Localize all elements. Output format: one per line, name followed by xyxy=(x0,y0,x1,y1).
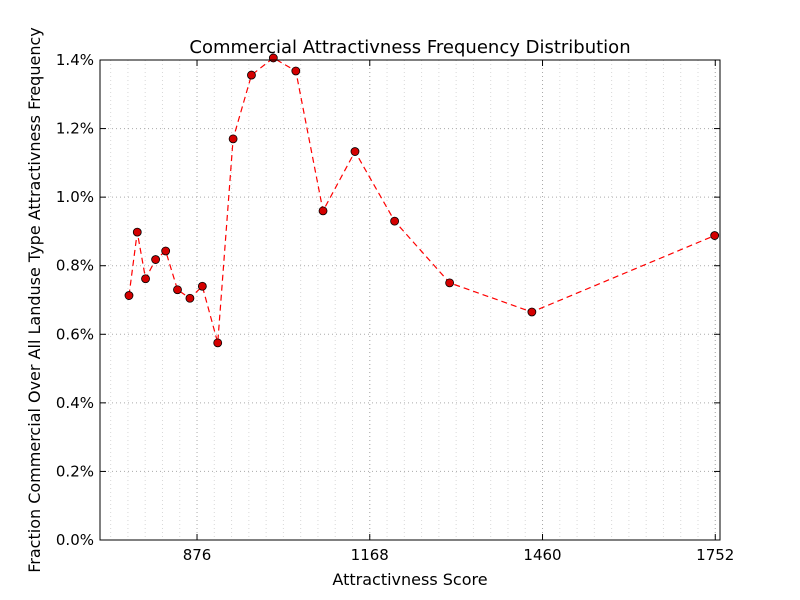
x-tick-label: 1168 xyxy=(351,546,389,564)
data-point xyxy=(185,293,195,303)
data-point xyxy=(247,70,256,80)
y-tick-label: 1.2% xyxy=(56,120,94,138)
data-point xyxy=(710,231,720,240)
y-tick-label: 1.4% xyxy=(56,51,94,69)
data-point xyxy=(445,278,455,288)
x-tick-label: 1752 xyxy=(696,546,734,564)
x-axis-label: Attractivness Score xyxy=(332,570,487,589)
y-tick-label: 1.0% xyxy=(56,188,94,206)
data-point xyxy=(197,281,207,291)
y-tick-label: 0.4% xyxy=(56,394,94,412)
data-point xyxy=(161,246,171,256)
x-gridlines xyxy=(110,60,716,540)
plot-frame xyxy=(99,59,721,541)
y-tick-label: 0.0% xyxy=(56,531,94,549)
data-point xyxy=(527,307,537,317)
data-point xyxy=(173,285,182,295)
x-ticks: 876 1168 1460 1752 xyxy=(183,60,734,564)
data-point xyxy=(124,291,134,300)
y-tick-label: 0.8% xyxy=(56,257,94,275)
data-point xyxy=(151,255,161,264)
chart-title: Commercial Attractivness Frequency Distr… xyxy=(189,37,630,58)
data-point xyxy=(318,206,328,216)
y-tick-label: 0.6% xyxy=(56,325,94,343)
y-ticks: 0.0% 0.2% 0.4% 0.6% 0.8% 1.0% 1.2% 1.4% xyxy=(56,51,720,549)
data-point xyxy=(390,216,400,226)
data-point xyxy=(213,338,223,348)
y-tick-label: 0.2% xyxy=(56,462,94,480)
data-point xyxy=(141,274,150,284)
series-layer xyxy=(124,53,720,348)
x-tick-label: 876 xyxy=(183,546,212,564)
data-point xyxy=(132,227,142,237)
y-axis-label: Fraction Commercial Over All Landuse Typ… xyxy=(25,27,44,572)
data-point xyxy=(291,66,301,76)
x-tick-label: 1460 xyxy=(523,546,561,564)
data-point xyxy=(228,134,238,144)
data-point xyxy=(350,147,360,156)
